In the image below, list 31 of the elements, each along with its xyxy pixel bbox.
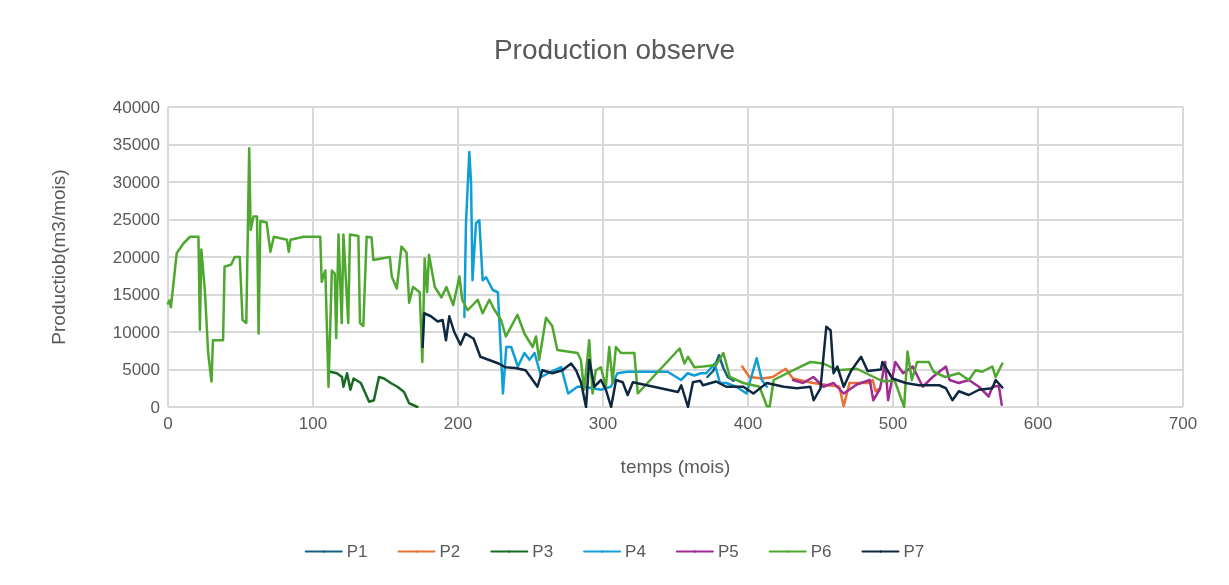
x-tick-label: 300 xyxy=(588,414,618,433)
legend-label: P4 xyxy=(625,542,646,561)
x-tick-label: 500 xyxy=(878,414,908,433)
line-series xyxy=(327,370,419,409)
legend-label: P6 xyxy=(810,542,832,561)
x-tick-label: 100 xyxy=(298,414,328,433)
legend-label: P1 xyxy=(346,542,368,561)
y-tick-label: 40000 xyxy=(112,97,160,117)
line-series xyxy=(463,150,769,395)
line-series xyxy=(166,147,1004,409)
legend-label: P2 xyxy=(439,542,461,561)
y-tick-label: 20000 xyxy=(112,247,160,267)
line-series xyxy=(421,312,1004,409)
y-tick-label: 30000 xyxy=(112,172,160,192)
legend-label: P3 xyxy=(532,542,554,561)
legend-label: P7 xyxy=(903,542,925,561)
y-tick-label: 10000 xyxy=(112,322,160,342)
y-tick-label: 25000 xyxy=(112,210,160,229)
legend-label: P5 xyxy=(717,542,739,561)
y-tick-label: 35000 xyxy=(112,135,160,154)
y-tick-label: 0 xyxy=(150,397,160,417)
y-tick-label: 15000 xyxy=(112,285,160,304)
x-tick-label: 0 xyxy=(163,414,173,433)
y-axis-title: Productiob(m3/mois) xyxy=(48,169,69,345)
x-axis-title: temps (mois) xyxy=(620,456,731,477)
x-tick-label: 400 xyxy=(733,414,763,433)
x-tick-label: 600 xyxy=(1023,414,1053,433)
x-tick-label: 700 xyxy=(1168,414,1198,433)
x-tick-label: 200 xyxy=(443,414,473,433)
chart-title: Production observe xyxy=(493,33,736,65)
y-tick-label: 5000 xyxy=(122,360,160,379)
